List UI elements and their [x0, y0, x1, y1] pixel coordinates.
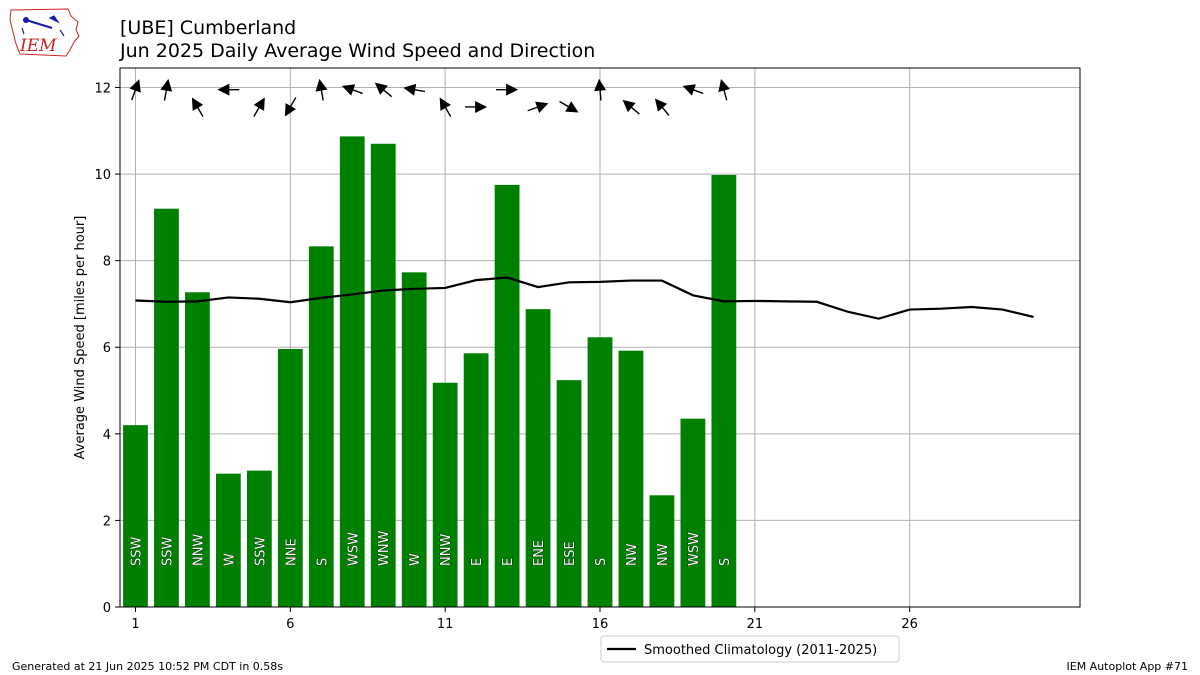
direction-label: S: [315, 558, 330, 566]
wind-speed-bar: [494, 184, 520, 607]
wind-speed-bar: [711, 174, 737, 607]
wind-direction-arrow: [253, 97, 265, 117]
wind-direction-arrow: [594, 78, 607, 101]
wind-direction-arrow: [439, 97, 452, 117]
direction-label: NW: [656, 543, 671, 566]
wind-direction-arrow: [217, 83, 240, 96]
direction-label: E: [501, 558, 516, 566]
wind-direction-arrow: [191, 97, 204, 117]
wind-speed-bar: [277, 348, 303, 607]
wind-direction-arrow: [129, 79, 141, 101]
direction-label: S: [718, 558, 733, 566]
direction-label: SSW: [129, 536, 144, 566]
direction-label: SSW: [253, 536, 268, 566]
x-tick-label: 6: [286, 617, 294, 632]
wind-speed-bar: [370, 143, 396, 607]
wind-speed-bar: [123, 425, 148, 607]
x-tick-label: 11: [437, 617, 454, 632]
y-tick-label: 4: [103, 428, 111, 443]
y-axis-label: Average Wind Speed [miles per hour]: [73, 216, 88, 460]
direction-label: ESE: [563, 541, 578, 566]
y-tick-label: 12: [94, 81, 111, 96]
y-tick-label: 8: [103, 255, 111, 270]
wind-direction-arrow: [654, 98, 670, 116]
station-dot-icon: [23, 17, 29, 23]
wind-direction-arrow: [341, 84, 363, 96]
generated-note: Generated at 21 Jun 2025 10:52 PM CDT in…: [12, 660, 284, 673]
y-tick-label: 0: [103, 601, 111, 616]
legend-label: Smoothed Climatology (2011-2025): [644, 643, 877, 658]
wind-speed-bar: [401, 272, 427, 607]
wind-direction-arrow: [160, 78, 173, 101]
wind-direction-arrow: [315, 78, 328, 101]
direction-label: ENE: [532, 540, 547, 566]
direction-label: E: [470, 558, 485, 566]
direction-label: SSW: [160, 536, 175, 566]
wind-speed-bar: [308, 246, 334, 608]
direction-label: NNW: [191, 534, 206, 566]
direction-label: W: [222, 553, 237, 566]
wind-speed-bar: [680, 418, 706, 607]
wind-direction-arrow: [559, 100, 579, 113]
wind-speed-bar: [432, 382, 458, 607]
direction-label: WSW: [346, 532, 361, 566]
wind-vane-icon: [21, 15, 65, 37]
direction-label: WSW: [687, 532, 702, 566]
app-label: IEM Autoplot App #71: [1066, 660, 1189, 673]
wind-speed-bar: [587, 337, 613, 607]
wind-speed-bar: [556, 380, 582, 607]
direction-label: NW: [625, 543, 640, 566]
wind-direction-arrow: [622, 99, 640, 115]
logo-text: IEM: [19, 36, 57, 56]
x-tick-label: 16: [592, 617, 609, 632]
direction-label: NNE: [284, 538, 299, 566]
x-tick-label: 26: [901, 617, 918, 632]
wind-speed-bar: [463, 353, 489, 607]
wind-speed-bar: [618, 350, 644, 607]
iowa-outline-icon: [9, 8, 80, 57]
direction-label: W: [408, 553, 423, 566]
direction-label: WNW: [377, 530, 392, 566]
wind-direction-arrow: [403, 83, 426, 96]
wind-direction-arrow: [682, 84, 704, 96]
wind-speed-bar: [339, 136, 365, 608]
wind-direction-arrow: [465, 100, 488, 113]
wind-speed-bar: [216, 473, 241, 607]
chart-subtitle: Jun 2025 Daily Average Wind Speed and Di…: [120, 40, 596, 62]
y-tick-label: 6: [103, 341, 111, 356]
wind-speed-bar: [649, 495, 675, 607]
x-tick-label: 21: [747, 617, 764, 632]
wind-speed-bar: [525, 309, 551, 607]
wind-speed-bar: [154, 208, 179, 607]
station-icon: [25, 19, 53, 29]
direction-label: S: [594, 558, 609, 566]
wind-direction-arrow: [496, 83, 519, 96]
wind-direction-arrow: [718, 79, 730, 101]
wind-direction-arrow: [374, 82, 393, 98]
wind-direction-arrow: [527, 101, 549, 113]
iem-logo: IEM: [9, 8, 80, 57]
legend-box: [600, 635, 900, 663]
y-tick-label: 10: [94, 168, 111, 183]
wind-direction-arrow: [284, 97, 297, 117]
direction-label: NNW: [439, 534, 454, 566]
wind-speed-bar: [185, 292, 210, 607]
y-tick-label: 2: [103, 514, 111, 529]
chart-title: [UBE] Cumberland: [120, 17, 297, 39]
climatology-line: [135, 276, 1034, 320]
wind-speed-bar: [246, 470, 272, 607]
x-tick-label: 1: [131, 617, 139, 632]
